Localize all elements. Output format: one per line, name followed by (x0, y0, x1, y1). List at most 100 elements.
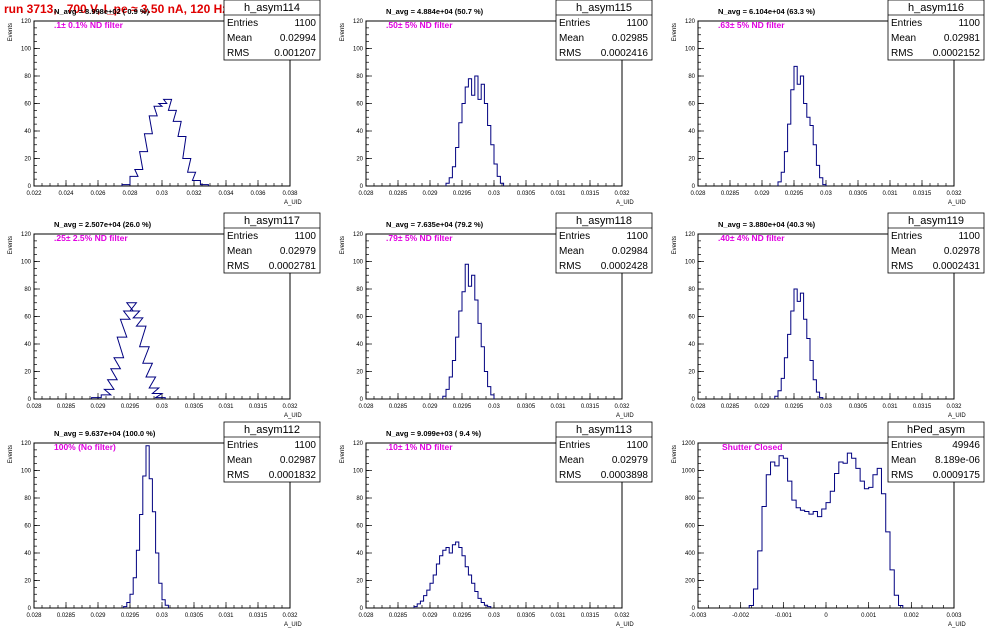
y-tick-label: 20 (688, 370, 695, 376)
y-tick-label: 60 (356, 102, 363, 108)
y-tick-label: 120 (353, 441, 364, 447)
x-tick-label: 0.0305 (849, 191, 868, 197)
rms-label: RMS (891, 470, 914, 481)
rms-value: 0.0002431 (933, 261, 981, 272)
mean-label: Mean (227, 33, 252, 44)
rms-label: RMS (559, 48, 582, 59)
mean-value: 8.189e-06 (935, 455, 980, 466)
n-avg-annotation: N_avg = 4.884e+04 (50.7 %) (386, 7, 484, 16)
y-tick-label: 20 (356, 370, 363, 376)
x-tick-label: 0.0295 (453, 191, 472, 197)
rms-label: RMS (891, 261, 914, 272)
x-tick-label: 0.028 (26, 404, 42, 410)
entries-label: Entries (559, 440, 590, 451)
n-avg-annotation: N_avg = 8.998e+02 ( 0.9 %) (54, 7, 150, 16)
x-tick-label: 0.03 (820, 404, 832, 410)
histogram-name: h_asym117 (244, 215, 300, 227)
mean-value: 0.02979 (280, 246, 317, 257)
y-tick-label: 1200 (682, 441, 696, 447)
x-tick-label: 0.029 (422, 404, 438, 410)
filter-annotation: .25± 2.5% ND filter (54, 233, 128, 243)
histogram-series (123, 445, 169, 608)
y-tick-label: 40 (356, 342, 363, 348)
y-axis-label: Events (340, 236, 346, 254)
y-tick-label: 100 (685, 47, 696, 53)
x-tick-label: 0.0305 (517, 613, 536, 619)
y-tick-label: 40 (356, 129, 363, 135)
x-tick-label: 0.034 (218, 191, 234, 197)
x-tick-label: 0.0285 (57, 613, 76, 619)
histogram-panel-h-asym119: 0 20 40 60 80 100 120 0.028 0.0285 0.029 0.0295 0.0… (672, 212, 985, 419)
mean-label: Mean (559, 455, 584, 466)
x-tick-label: 0.0295 (121, 613, 140, 619)
filter-annotation: 100% (No filter) (54, 442, 116, 452)
y-tick-label: 100 (353, 469, 364, 475)
x-tick-label: 0.03 (820, 191, 832, 197)
histogram-series (774, 288, 824, 399)
x-axis-label: A_UID (284, 622, 302, 628)
rms-label: RMS (227, 261, 250, 272)
y-tick-label: 200 (685, 579, 696, 585)
x-axis-label: A_UID (948, 413, 966, 419)
x-tick-label: -0.003 (689, 613, 707, 619)
filter-annotation: .63± 5% ND filter (718, 20, 785, 30)
y-tick-label: 20 (688, 157, 695, 163)
stats-box-frame (555, 0, 653, 61)
x-tick-label: 0.0305 (185, 404, 204, 410)
y-tick-label: 120 (685, 19, 696, 25)
x-tick-label: 0.024 (58, 191, 74, 197)
x-tick-label: 0.03 (488, 191, 500, 197)
rms-value: 0.001207 (274, 48, 316, 59)
y-tick-label: 20 (356, 579, 363, 585)
entries-label: Entries (227, 440, 258, 451)
y-tick-label: 1000 (682, 469, 696, 475)
rms-value: 0.0009175 (933, 470, 981, 481)
entries-label: Entries (891, 231, 922, 242)
x-tick-label: 0.032 (282, 404, 298, 410)
y-tick-label: 0 (28, 184, 32, 190)
rms-value: 0.0002428 (601, 261, 649, 272)
entries-value: 49946 (952, 440, 980, 451)
y-tick-label: 40 (356, 551, 363, 557)
rms-label: RMS (559, 470, 582, 481)
mean-value: 0.02979 (612, 455, 649, 466)
x-tick-label: 0.03 (156, 404, 168, 410)
y-tick-label: 20 (24, 157, 31, 163)
n-avg-annotation: N_avg = 2.507e+04 (26.0 %) (54, 220, 152, 229)
entries-label: Entries (227, 231, 258, 242)
rms-value: 0.0002152 (933, 48, 981, 59)
histogram-name: h_asym115 (576, 2, 632, 14)
rms-label: RMS (227, 470, 250, 481)
y-tick-label: 0 (692, 606, 696, 612)
x-axis-label: A_UID (616, 413, 634, 419)
x-tick-label: 0.0295 (453, 613, 472, 619)
x-tick-label: 0.031 (882, 404, 898, 410)
mean-label: Mean (559, 246, 584, 257)
histogram-panel-h-asym114: 0 20 40 60 80 100 120 0.022 0.024 0.026 0.028 0.03 0… (8, 0, 321, 206)
filter-annotation: .10± 1% ND filter (386, 442, 453, 452)
y-tick-label: 80 (24, 74, 31, 80)
x-tick-label: 0.03 (488, 404, 500, 410)
x-tick-label: 0.028 (690, 404, 706, 410)
y-tick-label: 0 (28, 606, 32, 612)
x-tick-label: 0.022 (26, 191, 42, 197)
histogram-panel-h-asym118: 0 20 40 60 80 100 120 0.028 0.0285 0.029 0.0295 0.0… (340, 212, 653, 419)
filter-annotation: .1± 0.1% ND filter (54, 20, 124, 30)
y-tick-label: 100 (21, 47, 32, 53)
histogram-name: h_asym114 (244, 2, 300, 14)
rms-value: 0.0002781 (269, 261, 317, 272)
x-tick-label: 0.029 (422, 191, 438, 197)
entries-value: 1100 (294, 440, 316, 451)
x-tick-label: 0.0305 (517, 191, 536, 197)
y-axis-label: Events (8, 445, 14, 463)
y-tick-label: 600 (685, 524, 696, 530)
histogram-series (777, 65, 827, 186)
histogram-name: h_asym112 (244, 424, 300, 436)
histogram-name: h_asym118 (576, 215, 632, 227)
mean-label: Mean (559, 33, 584, 44)
x-axis-label: A_UID (948, 622, 966, 628)
histogram-panel-h-asym117: 0 20 40 60 80 100 120 0.028 0.0285 0.029 0.0295 0.0… (8, 212, 321, 419)
x-tick-label: 0.0285 (389, 404, 408, 410)
x-tick-label: 0 (824, 613, 828, 619)
mean-value: 0.02987 (280, 455, 317, 466)
